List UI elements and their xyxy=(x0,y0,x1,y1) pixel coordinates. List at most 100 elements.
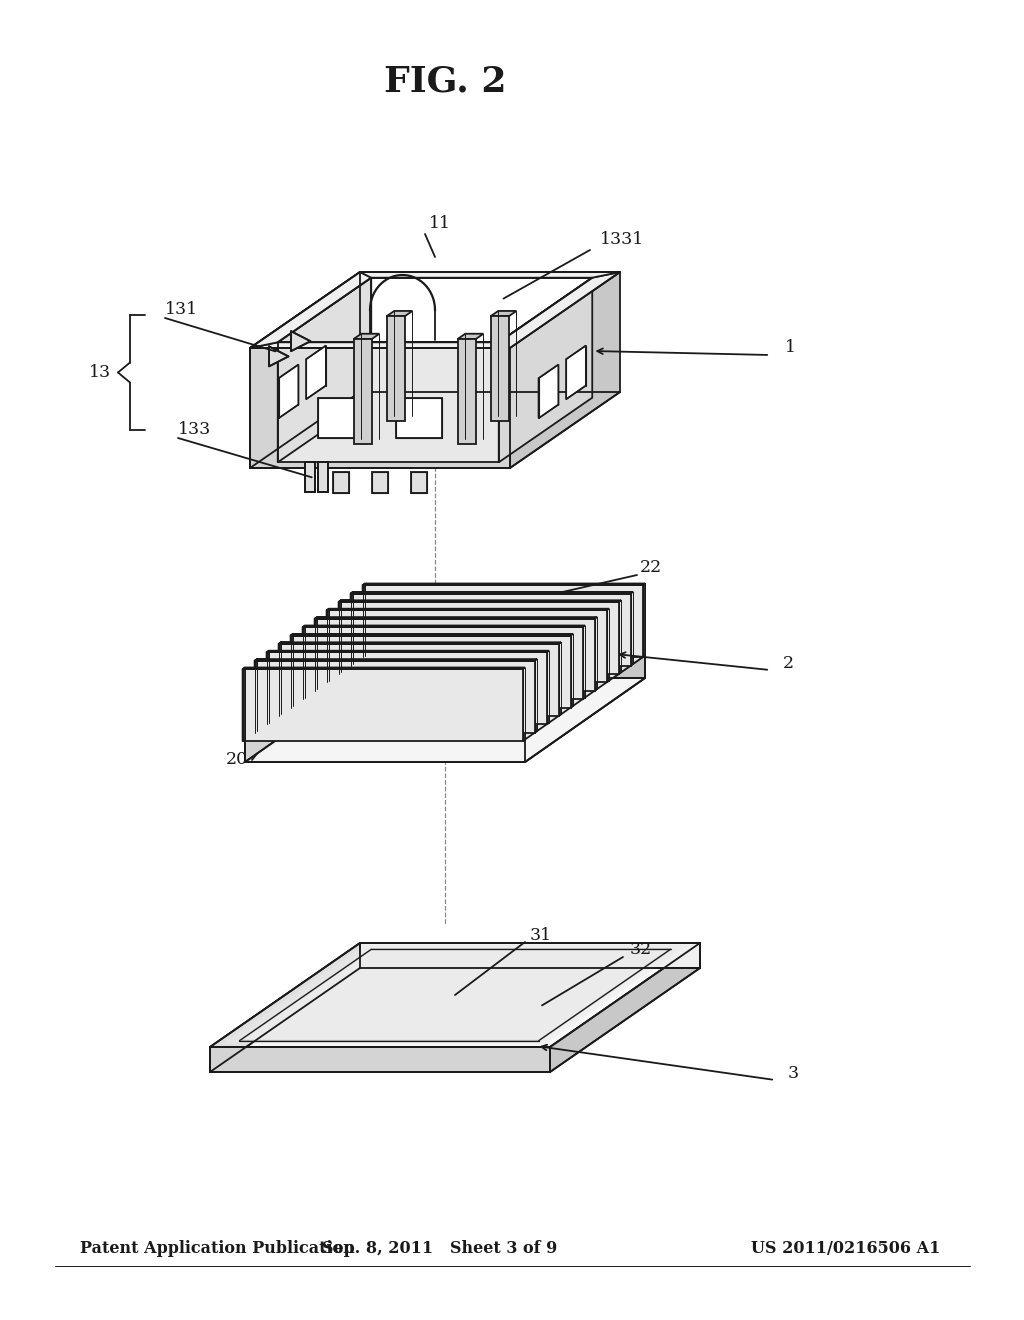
Polygon shape xyxy=(291,634,293,708)
Polygon shape xyxy=(305,626,585,697)
Polygon shape xyxy=(314,618,597,619)
Polygon shape xyxy=(458,334,483,339)
Polygon shape xyxy=(350,591,633,594)
Polygon shape xyxy=(314,619,595,690)
Polygon shape xyxy=(291,331,310,351)
Polygon shape xyxy=(360,942,700,968)
Polygon shape xyxy=(250,272,620,348)
Polygon shape xyxy=(350,594,631,665)
Polygon shape xyxy=(269,651,549,723)
Polygon shape xyxy=(210,942,360,1072)
Polygon shape xyxy=(279,644,559,715)
Polygon shape xyxy=(362,583,365,657)
Text: 20: 20 xyxy=(226,751,248,768)
Polygon shape xyxy=(365,583,645,656)
Polygon shape xyxy=(559,643,561,715)
Polygon shape xyxy=(499,272,620,348)
Polygon shape xyxy=(490,312,516,317)
Polygon shape xyxy=(293,634,573,706)
Text: Sep. 8, 2011   Sheet 3 of 9: Sep. 8, 2011 Sheet 3 of 9 xyxy=(323,1239,558,1257)
Polygon shape xyxy=(266,651,269,725)
Polygon shape xyxy=(362,583,645,585)
Polygon shape xyxy=(255,661,535,733)
Polygon shape xyxy=(243,669,522,741)
Polygon shape xyxy=(317,618,597,689)
Text: 31: 31 xyxy=(530,927,552,944)
Polygon shape xyxy=(329,675,618,681)
Polygon shape xyxy=(305,462,315,492)
Polygon shape xyxy=(306,346,326,399)
Polygon shape xyxy=(243,668,525,669)
Polygon shape xyxy=(317,399,365,438)
Polygon shape xyxy=(317,682,606,689)
Polygon shape xyxy=(618,601,621,675)
Polygon shape xyxy=(339,601,341,675)
Polygon shape xyxy=(539,364,558,418)
Polygon shape xyxy=(458,339,476,444)
Polygon shape xyxy=(255,659,257,733)
Polygon shape xyxy=(269,715,559,723)
Polygon shape xyxy=(257,725,547,731)
Polygon shape xyxy=(535,659,537,733)
Polygon shape xyxy=(250,348,510,469)
Polygon shape xyxy=(250,272,360,469)
Polygon shape xyxy=(222,945,688,1044)
Polygon shape xyxy=(234,948,676,1041)
Polygon shape xyxy=(339,602,618,675)
Polygon shape xyxy=(631,591,633,665)
Polygon shape xyxy=(279,643,281,715)
Polygon shape xyxy=(395,399,442,438)
Polygon shape xyxy=(245,656,365,762)
Polygon shape xyxy=(353,657,643,664)
Text: 131: 131 xyxy=(165,301,198,318)
Polygon shape xyxy=(293,700,583,706)
Polygon shape xyxy=(350,591,353,665)
Polygon shape xyxy=(303,626,585,627)
Polygon shape xyxy=(412,473,427,492)
Text: 1: 1 xyxy=(785,339,796,356)
Polygon shape xyxy=(339,601,621,602)
Polygon shape xyxy=(305,690,595,697)
Polygon shape xyxy=(327,610,606,682)
Polygon shape xyxy=(372,473,388,492)
Polygon shape xyxy=(583,626,585,700)
Text: 133: 133 xyxy=(178,421,211,438)
Polygon shape xyxy=(281,643,561,714)
Polygon shape xyxy=(278,277,592,342)
Polygon shape xyxy=(510,272,620,469)
Polygon shape xyxy=(303,626,305,700)
Text: FIG. 2: FIG. 2 xyxy=(384,65,507,99)
Polygon shape xyxy=(525,656,645,762)
Polygon shape xyxy=(360,272,620,277)
Text: 32: 32 xyxy=(630,941,652,958)
Polygon shape xyxy=(240,949,671,1040)
Polygon shape xyxy=(499,277,592,462)
Polygon shape xyxy=(547,651,549,725)
Polygon shape xyxy=(243,668,245,741)
Text: 2: 2 xyxy=(783,655,795,672)
Polygon shape xyxy=(570,634,573,708)
Polygon shape xyxy=(245,656,645,739)
Polygon shape xyxy=(353,339,372,444)
Polygon shape xyxy=(279,364,298,418)
Polygon shape xyxy=(210,1047,550,1072)
Polygon shape xyxy=(490,317,509,421)
Text: 1331: 1331 xyxy=(600,231,644,248)
Polygon shape xyxy=(266,652,547,725)
Polygon shape xyxy=(210,942,700,1047)
Polygon shape xyxy=(245,733,535,739)
Polygon shape xyxy=(245,678,645,762)
Polygon shape xyxy=(386,317,404,421)
Polygon shape xyxy=(362,585,643,657)
Polygon shape xyxy=(255,659,537,661)
Text: 3: 3 xyxy=(788,1064,799,1081)
Polygon shape xyxy=(341,665,631,672)
Polygon shape xyxy=(257,659,537,731)
Polygon shape xyxy=(353,591,633,664)
Polygon shape xyxy=(353,334,380,339)
Text: Patent Application Publication: Patent Application Publication xyxy=(80,1239,354,1257)
Polygon shape xyxy=(269,346,289,367)
Polygon shape xyxy=(303,627,583,700)
Polygon shape xyxy=(250,342,510,348)
Polygon shape xyxy=(266,651,549,652)
